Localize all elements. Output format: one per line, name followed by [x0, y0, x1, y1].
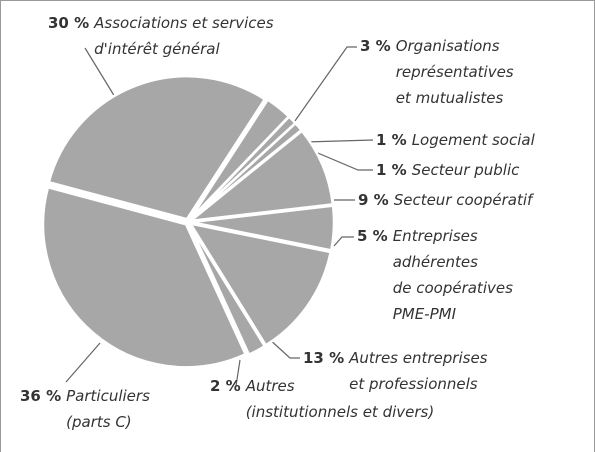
category-label: Autres (institutionnels et divers) — [245, 377, 435, 421]
value-label: 5 % — [357, 227, 388, 245]
leader-line — [235, 359, 241, 387]
pie-slice — [41, 185, 248, 369]
slice-label: 30 % Associations et services d'intérêt g… — [48, 10, 274, 62]
value-label: 30 % — [48, 14, 90, 32]
leader-line — [333, 236, 354, 247]
slice-label: 36 % Particuliers (parts C) — [20, 383, 150, 435]
leaders — [65, 46, 374, 387]
pie-slice — [190, 204, 336, 252]
value-label: 9 % — [358, 191, 389, 209]
category-label: Logement social — [411, 131, 535, 149]
slice-label: 13 % Autres entreprises et professionnels — [303, 345, 488, 397]
leader-line — [84, 47, 119, 103]
slice-label: 5 % Entreprises adhérentes de coopérative… — [357, 223, 513, 327]
slice-label: 9 % Secteur coopératif — [358, 187, 532, 213]
value-label: 1 % — [376, 131, 407, 149]
category-label: Entreprises adhérentes de coopératives P… — [392, 227, 513, 323]
category-label: Associations et services d'intérêt génér… — [94, 14, 274, 58]
value-label: 36 % — [20, 387, 62, 405]
slice-label: 1 % Logement social — [376, 127, 535, 153]
category-label: Autres entreprises et professionnels — [349, 349, 488, 393]
value-label: 13 % — [303, 349, 345, 367]
leader-line — [305, 147, 373, 171]
pie-slice — [47, 75, 267, 221]
category-label: Secteur coopératif — [393, 191, 533, 209]
leader-line — [267, 337, 300, 359]
leader-line — [304, 139, 374, 143]
slice-label: 2 % Autres (institutionnels et divers) — [210, 373, 434, 425]
slice-label: 3 % Organisations représentatives et mutu… — [360, 33, 514, 111]
value-label: 1 % — [376, 161, 407, 179]
value-label: 3 % — [360, 37, 391, 55]
pie-slice — [188, 223, 267, 357]
pie-slice — [187, 221, 333, 347]
category-label: Particuliers (parts C) — [66, 387, 150, 431]
leader-line — [289, 46, 357, 129]
category-label: Organisations représentatives et mutuali… — [395, 37, 514, 107]
leader-line — [65, 342, 101, 383]
value-label: 2 % — [210, 377, 241, 395]
pie-slice — [186, 129, 335, 223]
category-label: Secteur public — [411, 161, 520, 179]
slice-label: 1 % Secteur public — [376, 157, 519, 183]
